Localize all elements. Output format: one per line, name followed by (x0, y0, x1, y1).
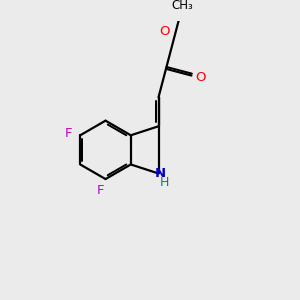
Text: F: F (97, 184, 104, 197)
Text: F: F (65, 128, 72, 140)
Text: N: N (154, 167, 166, 180)
Text: O: O (196, 71, 206, 85)
Text: H: H (160, 176, 169, 189)
Text: O: O (159, 26, 170, 38)
Text: CH₃: CH₃ (172, 0, 194, 12)
